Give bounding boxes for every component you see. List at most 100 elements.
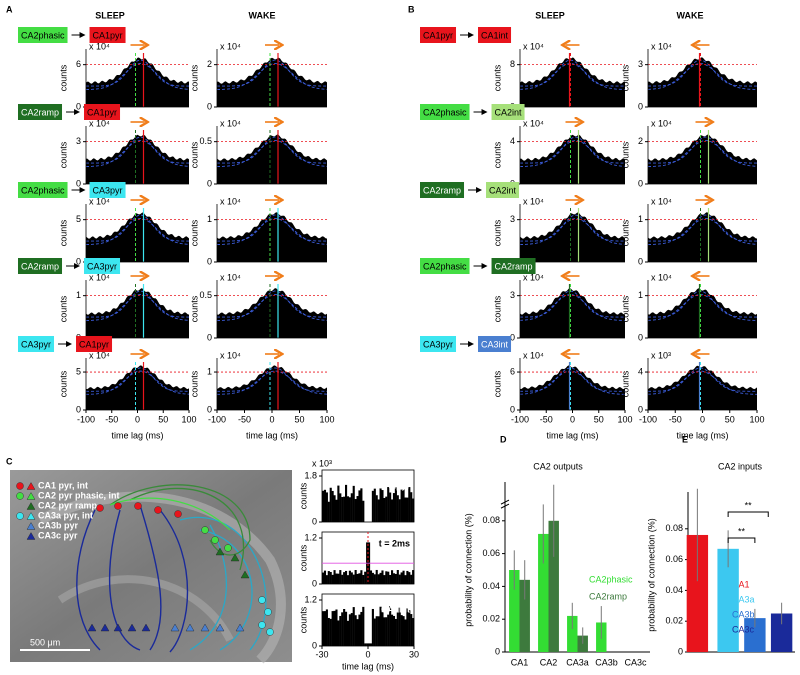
correlogram-bin xyxy=(404,497,407,522)
axis-exponent: x 10⁴ xyxy=(651,272,672,282)
column-header: WAKE xyxy=(249,10,276,20)
y-axis-label: counts xyxy=(189,64,199,91)
correlogram-bin xyxy=(364,643,367,646)
bar xyxy=(548,520,559,652)
cell-label: CA2phasic xyxy=(21,185,65,195)
shuffle-curve xyxy=(86,218,190,245)
correlogram-bin xyxy=(343,496,346,522)
chart-title: CA2 inputs xyxy=(718,461,763,471)
y-tick-label: 0 xyxy=(638,101,643,111)
correlogram-bin xyxy=(322,490,325,522)
panel-letter: E xyxy=(682,434,688,444)
correlogram-bin xyxy=(341,612,344,646)
column-header: SLEEP xyxy=(95,10,125,20)
legend-label: CA1 xyxy=(732,579,750,589)
shuffle-curve xyxy=(86,136,189,164)
legend-label: CA2phasic xyxy=(589,574,633,584)
y-tick-label: 3 xyxy=(76,136,81,146)
correlogram-bin xyxy=(345,570,348,584)
correlogram-bin xyxy=(392,615,396,646)
y-axis-label: counts xyxy=(58,370,68,397)
correlogram-bin xyxy=(341,497,344,522)
panel-letter: A xyxy=(6,4,13,14)
correlogram-bin xyxy=(345,484,348,522)
y-tick-label: 0 xyxy=(312,578,317,588)
correlogram-fill xyxy=(648,212,757,262)
y-tick-label: 0 xyxy=(312,640,317,650)
cell-marker xyxy=(235,623,245,632)
y-tick-label: 0 xyxy=(207,332,212,342)
shuffle-curve xyxy=(217,59,327,87)
y-axis-label: counts xyxy=(298,482,308,509)
correlogram-bin xyxy=(343,572,346,584)
correlogram-fill xyxy=(648,288,757,338)
correlogram-bin xyxy=(329,618,332,646)
axis-exponent: x 10⁴ xyxy=(220,118,241,128)
correlogram-bin xyxy=(396,569,399,584)
legend-label: CA3b pyr xyxy=(38,520,79,530)
correlogram-bin xyxy=(339,493,342,522)
y-axis-label: counts xyxy=(492,295,502,322)
y-axis-label: counts xyxy=(298,606,308,633)
cell-label-box xyxy=(486,182,520,198)
correlogram-fill xyxy=(86,365,189,410)
shuffle-curve xyxy=(647,63,758,90)
correlogram-bin xyxy=(327,571,330,584)
correlogram-bin xyxy=(360,611,363,646)
cell-marker xyxy=(215,547,225,556)
y-axis-label: counts xyxy=(620,219,630,246)
cell-marker xyxy=(134,502,142,510)
shuffle-curve xyxy=(520,136,625,164)
y-tick-label: 0.5 xyxy=(199,290,212,300)
y-tick-label: 3 xyxy=(510,290,515,300)
y-axis-label: counts xyxy=(58,141,68,168)
correlogram-bin xyxy=(327,501,330,522)
bar xyxy=(567,615,578,652)
y-tick-label: 1.2 xyxy=(304,532,317,542)
correlogram-fill xyxy=(217,57,327,107)
significance-bracket xyxy=(727,537,756,543)
y-tick-label: 0 xyxy=(76,178,81,188)
correlogram-bin xyxy=(362,500,365,522)
correlogram-bin xyxy=(329,571,332,584)
correlogram-bin xyxy=(323,570,327,584)
shuffle-curve xyxy=(647,370,757,395)
correlogram-bin xyxy=(345,611,348,646)
cell-marker xyxy=(87,623,97,632)
correlogram-fill xyxy=(217,288,327,338)
correlogram-bin xyxy=(404,575,407,584)
y-axis-label: counts xyxy=(189,370,199,397)
axis-exponent: x 10⁴ xyxy=(220,350,241,360)
y-tick-label: 0 xyxy=(678,646,683,656)
panel-letter: B xyxy=(408,4,415,14)
cell-label: CA3int xyxy=(481,339,509,349)
shuffle-curve xyxy=(520,214,625,242)
cell-marker xyxy=(185,623,195,632)
cell-name: CA1int xyxy=(381,604,410,614)
legend-marker xyxy=(26,502,36,510)
shuffle-curve xyxy=(217,290,327,318)
y-tick-label: 0 xyxy=(76,101,81,111)
axis-exponent: x 10⁴ xyxy=(651,118,672,128)
correlogram-bin xyxy=(333,495,336,522)
y-tick-label: 0.08 xyxy=(482,515,500,525)
correlogram-bin xyxy=(337,573,340,584)
legend-marker xyxy=(26,522,36,530)
correlogram-bin xyxy=(402,489,405,522)
cell-marker xyxy=(141,623,151,632)
cell-marker xyxy=(96,504,104,512)
cell-marker xyxy=(264,608,272,616)
correlogram-bin xyxy=(406,570,409,584)
correlogram-bin xyxy=(350,572,353,584)
x-tick-label: CA3b xyxy=(595,657,618,667)
y-axis-label: counts xyxy=(298,544,308,571)
correlogram-bin xyxy=(400,615,403,646)
correlogram-bin xyxy=(373,618,376,646)
correlogram-bin xyxy=(375,495,378,522)
cell-label: CA2int xyxy=(489,185,517,195)
cell-label: CA2ramp xyxy=(21,107,59,117)
correlogram-bin xyxy=(379,572,382,584)
y-tick-label: 0 xyxy=(312,516,317,526)
correlogram-bin xyxy=(339,615,342,646)
